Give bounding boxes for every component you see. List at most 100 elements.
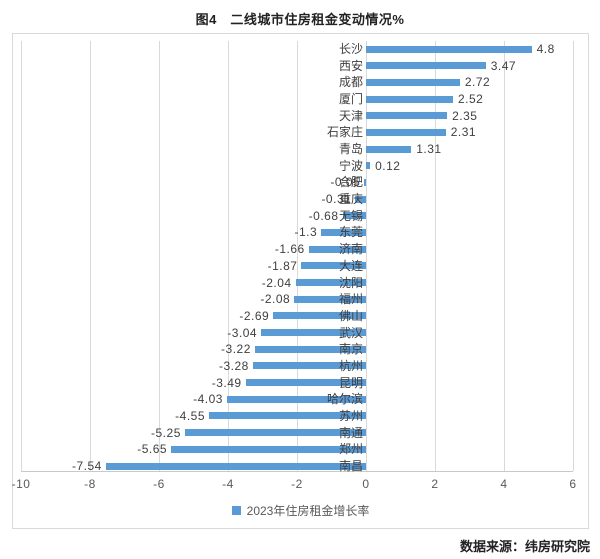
bar — [184, 429, 366, 437]
value-label: -2.04 — [261, 275, 292, 290]
category-label: 厦门 — [338, 92, 363, 107]
x-axis-line — [21, 471, 573, 472]
category-label: 青岛 — [338, 142, 363, 157]
category-label: 福州 — [338, 292, 363, 307]
value-label: -0.05 — [330, 175, 361, 190]
x-tick-label: 4 — [500, 477, 508, 491]
category-label: 无锡 — [338, 208, 363, 223]
bar — [364, 178, 366, 186]
bar — [171, 445, 366, 453]
bar — [366, 95, 453, 103]
bar — [295, 279, 366, 287]
bar — [366, 162, 371, 170]
value-label: 1.31 — [416, 142, 442, 157]
bar — [261, 329, 366, 337]
bar — [226, 395, 366, 403]
value-label: -3.28 — [218, 358, 249, 373]
category-label: 苏州 — [338, 408, 363, 423]
bar — [321, 228, 366, 236]
gridline — [297, 41, 298, 471]
value-label: 2.31 — [450, 125, 477, 140]
legend: 2023年住房租金增长率 — [13, 502, 588, 519]
category-label: 石家庄 — [326, 125, 363, 140]
category-label: 长沙 — [338, 42, 363, 56]
bar — [105, 462, 366, 470]
category-label: 南通 — [338, 425, 363, 440]
x-tick-label: 0 — [362, 477, 370, 491]
category-label: 昆明 — [338, 375, 363, 390]
category-label: 南京 — [338, 342, 363, 357]
bar — [308, 245, 366, 253]
gridline — [366, 41, 367, 471]
value-label: 2.52 — [457, 92, 484, 107]
bar — [366, 45, 532, 53]
value-label: 4.8 — [536, 42, 555, 56]
value-label: -5.25 — [151, 425, 181, 440]
category-label: 郑州 — [338, 442, 363, 457]
category-label: 济南 — [338, 242, 363, 257]
category-label: 哈尔滨 — [326, 392, 363, 407]
legend-swatch-icon — [231, 506, 241, 515]
category-label: 天津 — [338, 108, 363, 123]
value-label: 2.72 — [464, 75, 491, 90]
value-label: -0.68 — [308, 208, 339, 223]
value-label: -2.69 — [239, 308, 270, 323]
gridline — [435, 41, 436, 471]
gridline — [159, 41, 160, 471]
gridline — [504, 41, 505, 471]
source-note: 数据来源：纬房研究院 — [459, 539, 590, 554]
value-label: -3.04 — [227, 325, 258, 340]
chart-box: -10 -8 -6 -4 -2 0 2 4 6 长沙 4.8 西安 3.47 成都 2.72 厦门 2.52 天津… — [12, 33, 589, 529]
value-label: -1.87 — [267, 258, 298, 273]
bar — [294, 295, 366, 303]
category-label: 沈阳 — [338, 275, 363, 290]
value-label: -5.65 — [137, 442, 168, 457]
value-label: -4.55 — [175, 408, 206, 423]
x-tick-label: -6 — [153, 477, 165, 491]
bar — [366, 78, 460, 86]
x-tick-label: -10 — [11, 477, 31, 491]
bar — [273, 312, 366, 320]
category-label: 宁波 — [338, 158, 363, 173]
bar — [245, 379, 366, 387]
bar — [254, 345, 366, 353]
x-tick-label: -8 — [84, 477, 96, 491]
category-label: 西安 — [338, 58, 363, 73]
chart-title: 图4 二线城市住房租金变动情况% — [195, 12, 405, 27]
bar — [355, 195, 366, 203]
bar — [366, 128, 446, 136]
plot-area: -10 -8 -6 -4 -2 0 2 4 6 长沙 4.8 西安 3.47 成都 2.72 厦门 2.52 天津… — [12, 34, 588, 528]
category-label: 重庆 — [338, 192, 363, 207]
x-tick-label: 2 — [431, 477, 439, 491]
category-label: 大连 — [338, 258, 363, 273]
gridline — [21, 41, 22, 471]
bar — [366, 145, 412, 153]
bar — [366, 112, 448, 120]
category-label: 武汉 — [338, 325, 363, 340]
category-label: 杭州 — [338, 358, 363, 373]
gridline — [228, 41, 229, 471]
gridline — [90, 41, 91, 471]
value-label: -4.03 — [193, 392, 223, 407]
x-tick-label: -4 — [222, 477, 234, 491]
category-label: 佛山 — [338, 308, 363, 323]
value-label: 0.12 — [375, 158, 401, 173]
x-tick-label: -2 — [291, 477, 303, 491]
legend-label: 2023年住房租金增长率 — [246, 504, 370, 518]
value-label: -2.08 — [260, 292, 291, 307]
bar — [342, 212, 366, 220]
category-label: 南昌 — [338, 459, 363, 473]
bar — [366, 62, 486, 70]
value-label: -1.3 — [294, 225, 318, 240]
gridline — [573, 41, 574, 471]
value-label: 3.47 — [490, 58, 517, 73]
bar — [301, 262, 366, 270]
bar — [209, 412, 366, 420]
value-label: -3.49 — [211, 375, 242, 390]
x-tick-label: 6 — [569, 477, 577, 491]
value-label: -3.22 — [221, 342, 251, 357]
value-label: -1.66 — [274, 242, 305, 257]
category-label: 成都 — [338, 75, 363, 90]
value-label: 2.35 — [452, 108, 478, 123]
